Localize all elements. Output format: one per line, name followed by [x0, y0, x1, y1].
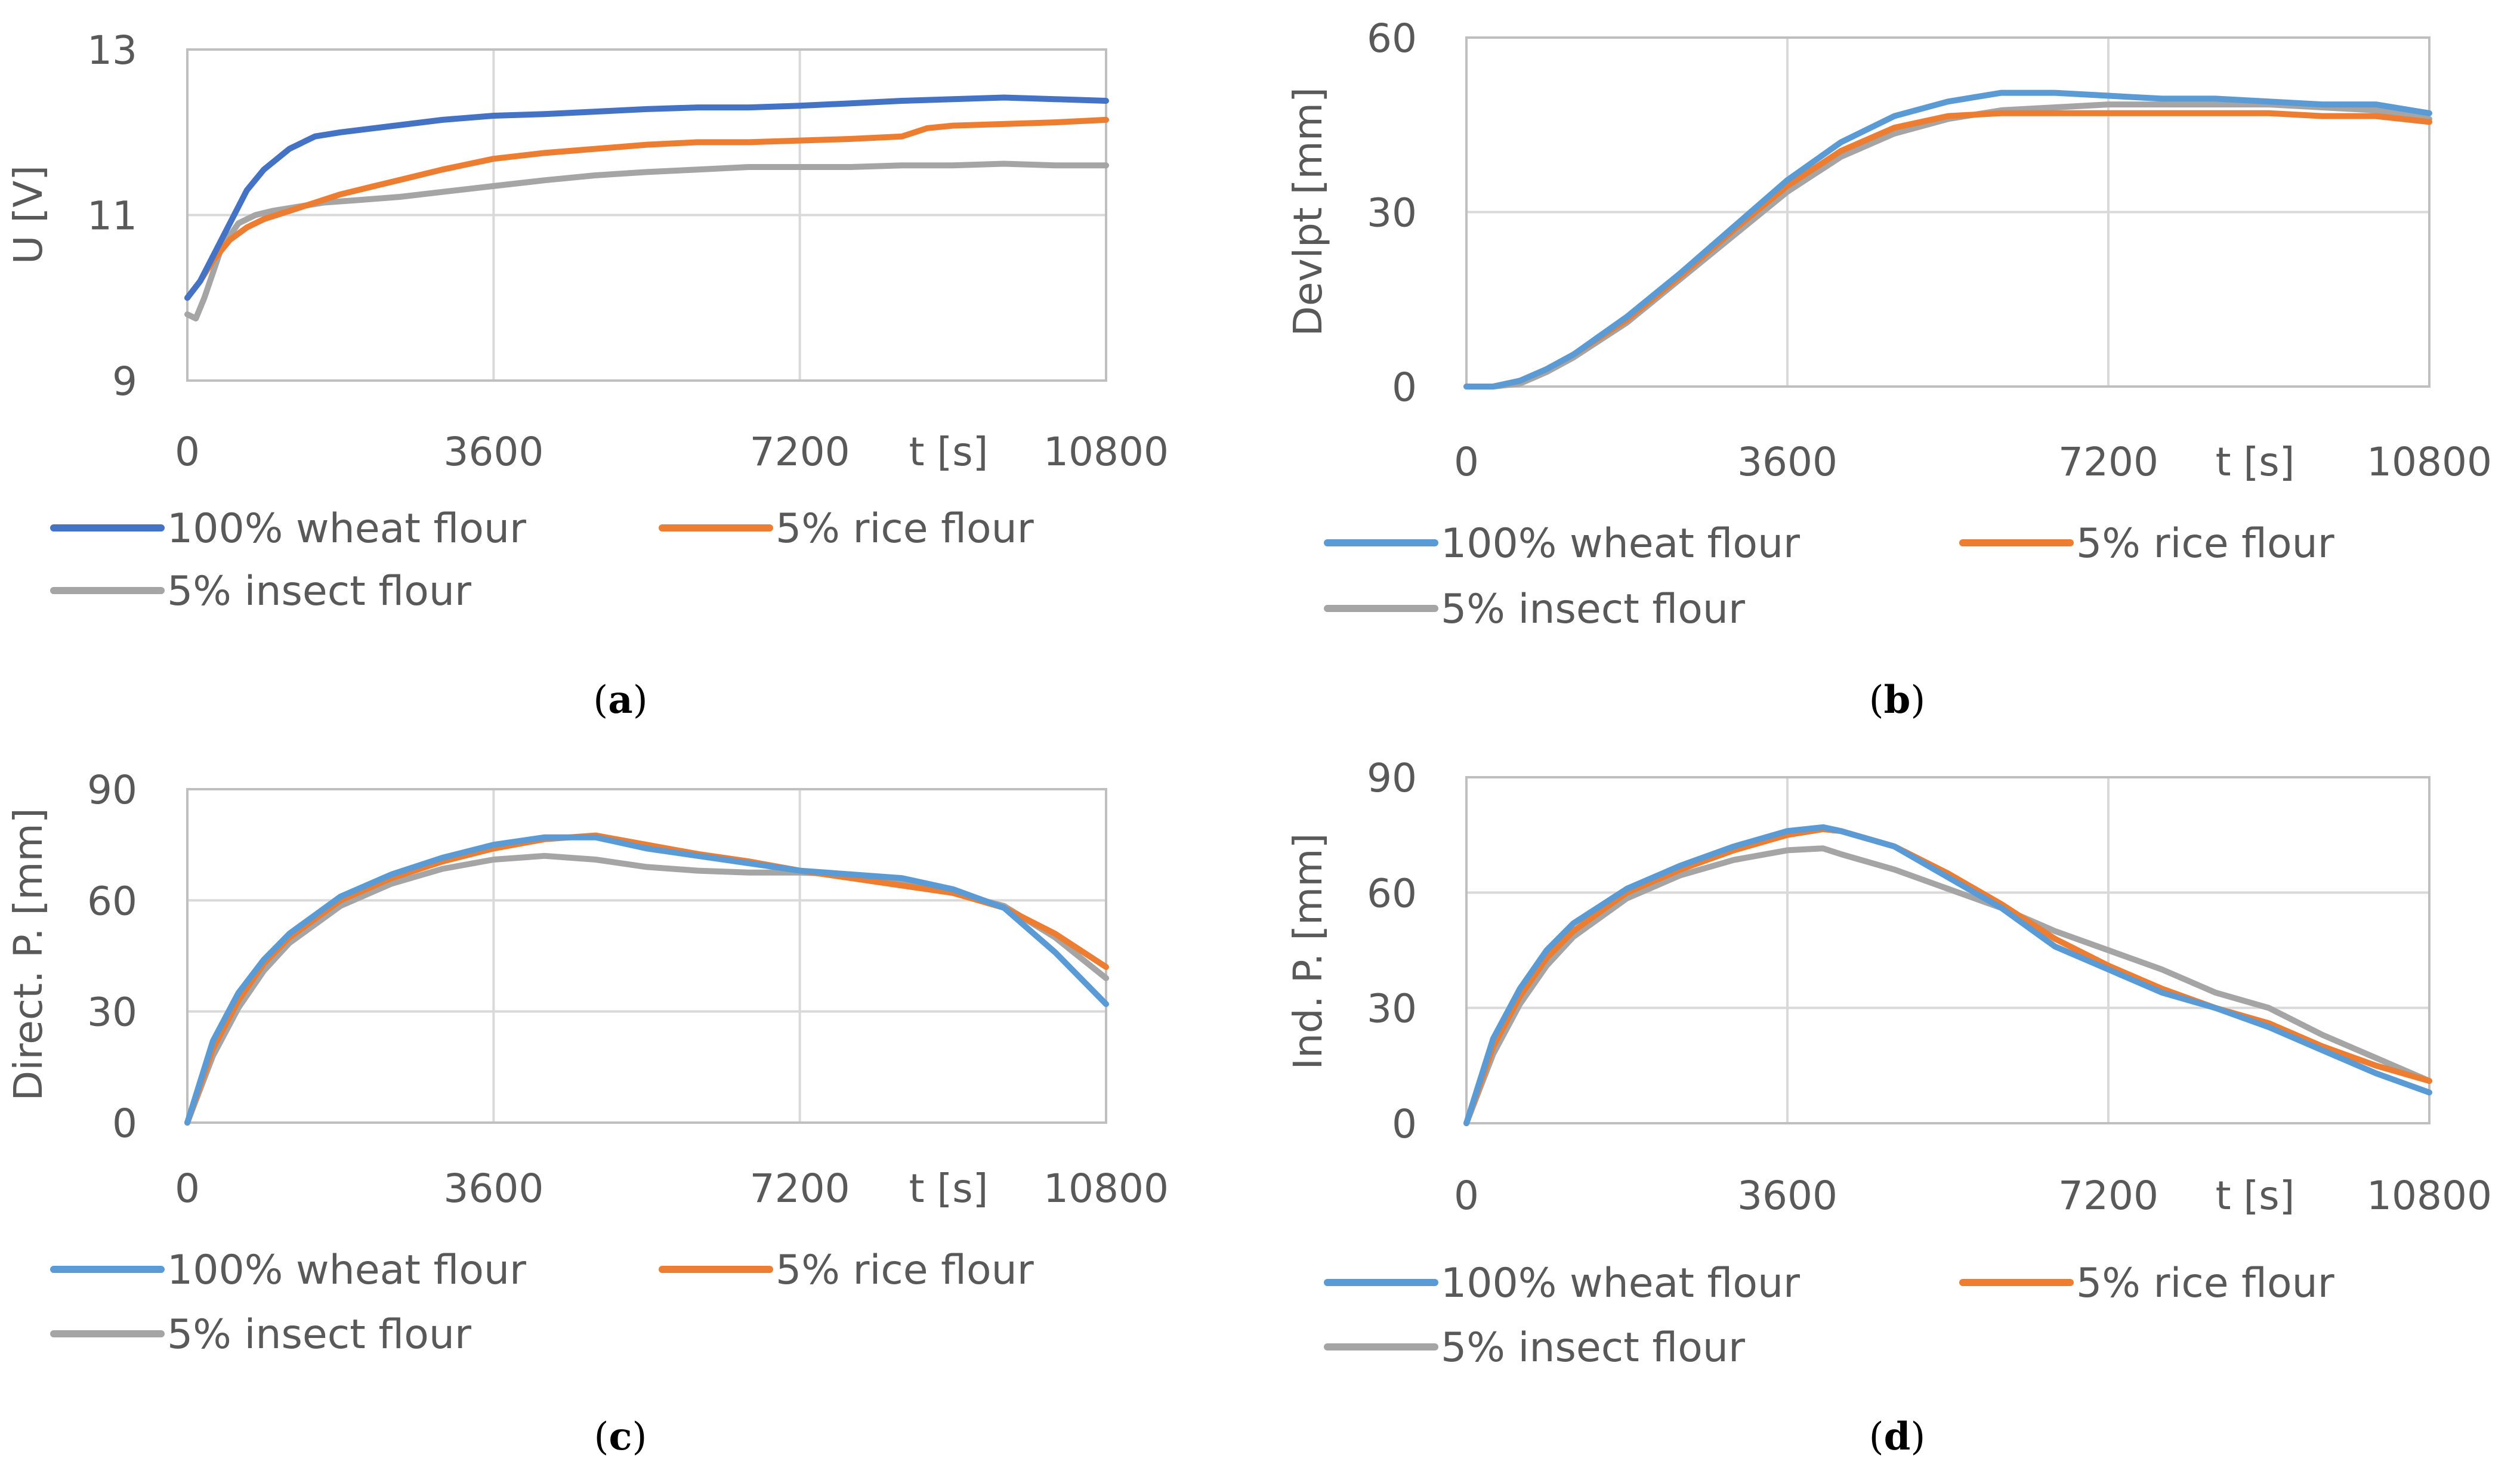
chart-panel-a: 0 3600 7200 10800 9 11 13 t [s] U [V] 100% wheat … [5, 27, 1169, 722]
y-tick-label: 0 [112, 1101, 137, 1146]
series-line-5-insect-flour [1463, 101, 2432, 390]
legend-label-100-wheat-flour: 100% wheat flour [167, 505, 526, 552]
x-tick-label: 10800 [2367, 1173, 2492, 1219]
x-tick-label: 0 [1454, 439, 1479, 485]
y-tick-label: 60 [87, 878, 137, 924]
legend-label-5-insect-flour: 5% insect flour [1441, 1324, 1745, 1371]
y-tick-label: 60 [1367, 870, 1417, 916]
panel-label: (a) [593, 678, 647, 722]
legend-label-5-rice-flour: 5% rice flour [776, 1247, 1034, 1294]
y-tick-label: 90 [1367, 755, 1417, 801]
series-line-5-insect-flour [1463, 845, 2432, 1126]
x-tick-label: 7200 [750, 429, 850, 475]
x-tick-label: 3600 [443, 1166, 543, 1212]
legend-label-5-insect-flour: 5% insect flour [167, 568, 471, 615]
y-tick-label: 0 [1392, 364, 1417, 410]
y-tick-label: 60 [1367, 16, 1417, 61]
plot-area-frame [186, 48, 1107, 382]
x-axis-label: t [s] [2216, 439, 2295, 485]
series-line-5-rice-flour [184, 832, 1109, 1126]
y-tick-label: 30 [1367, 986, 1417, 1032]
panel-label: (c) [594, 1414, 647, 1459]
series-line-5-insect-flour [184, 160, 1109, 322]
y-axis-label: U [V] [5, 165, 51, 264]
y-tick-label: 30 [87, 990, 137, 1036]
legend: 100% wheat flour 5% rice flour 5% insect f… [50, 505, 1034, 615]
x-tick-label: 7200 [2058, 1173, 2158, 1219]
series-line-100-wheat-flour [1463, 824, 2432, 1126]
y-tick-label: 0 [1392, 1101, 1417, 1147]
legend-label-5-rice-flour: 5% rice flour [776, 505, 1034, 552]
x-tick-label: 3600 [1737, 439, 1838, 485]
x-axis-label: t [s] [909, 1166, 989, 1212]
y-tick-label: 11 [87, 193, 137, 239]
chart-panel-d: 0 3600 7200 10800 0 30 60 90 t [s] Ind. P. [mm] 10… [1285, 755, 2492, 1459]
x-tick-label: 7200 [750, 1166, 850, 1212]
x-axis-label: t [s] [909, 429, 989, 475]
legend-label-100-wheat-flour: 100% wheat flour [1441, 1260, 1800, 1307]
y-axis-label: Devlpt [mm] [1285, 87, 1331, 336]
x-tick-label: 10800 [2367, 439, 2492, 485]
legend: 100% wheat flour 5% rice flour 5% insect f… [1324, 1260, 2334, 1371]
legend-label-100-wheat-flour: 100% wheat flour [1441, 520, 1800, 567]
series-line-5-rice-flour [184, 116, 1109, 301]
chart-panel-b: 0 3600 7200 10800 0 30 60 t [s] Devlpt [mm] 100% … [1285, 16, 2492, 722]
legend-label-5-insect-flour: 5% insect flour [167, 1311, 471, 1358]
legend: 100% wheat flour 5% rice flour 5% insect f… [1324, 520, 2334, 633]
y-axis-label: Direct. P. [mm] [5, 808, 51, 1101]
legend-label-5-insect-flour: 5% insect flour [1441, 586, 1745, 633]
series-line-5-rice-flour [1463, 826, 2432, 1126]
series-line-100-wheat-flour [184, 834, 1109, 1126]
legend-label-100-wheat-flour: 100% wheat flour [167, 1247, 526, 1294]
x-tick-label: 10800 [1043, 1166, 1169, 1212]
plot-area-frame [1465, 36, 2431, 388]
x-tick-label: 0 [175, 1166, 200, 1212]
legend: 100% wheat flour 5% rice flour 5% insect f… [50, 1247, 1034, 1358]
y-tick-label: 90 [87, 767, 137, 813]
y-tick-label: 30 [1367, 190, 1417, 236]
series-line-5-rice-flour [1463, 110, 2432, 390]
x-tick-label: 10800 [1043, 429, 1169, 475]
plot-area-frame [1465, 776, 2431, 1124]
x-tick-label: 0 [1454, 1173, 1479, 1219]
x-tick-label: 0 [175, 429, 200, 475]
panel-label: (b) [1869, 678, 1926, 722]
y-tick-label: 9 [112, 359, 137, 404]
series-line-100-wheat-flour [184, 94, 1109, 301]
panel-label: (d) [1869, 1414, 1926, 1459]
y-axis-label: Ind. P. [mm] [1285, 833, 1331, 1070]
x-tick-label: 7200 [2058, 439, 2158, 485]
y-tick-label: 13 [87, 27, 137, 73]
x-axis-label: t [s] [2216, 1173, 2295, 1219]
chart-panel-c: 0 3600 7200 10800 0 30 60 90 t [s] Direct. P. [mm… [5, 767, 1169, 1459]
legend-label-5-rice-flour: 5% rice flour [2076, 520, 2334, 567]
x-tick-label: 3600 [1737, 1173, 1838, 1219]
x-tick-label: 3600 [443, 429, 543, 475]
plot-area-frame [186, 788, 1107, 1124]
series-line-100-wheat-flour [1463, 89, 2432, 390]
legend-label-5-rice-flour: 5% rice flour [2076, 1260, 2334, 1307]
